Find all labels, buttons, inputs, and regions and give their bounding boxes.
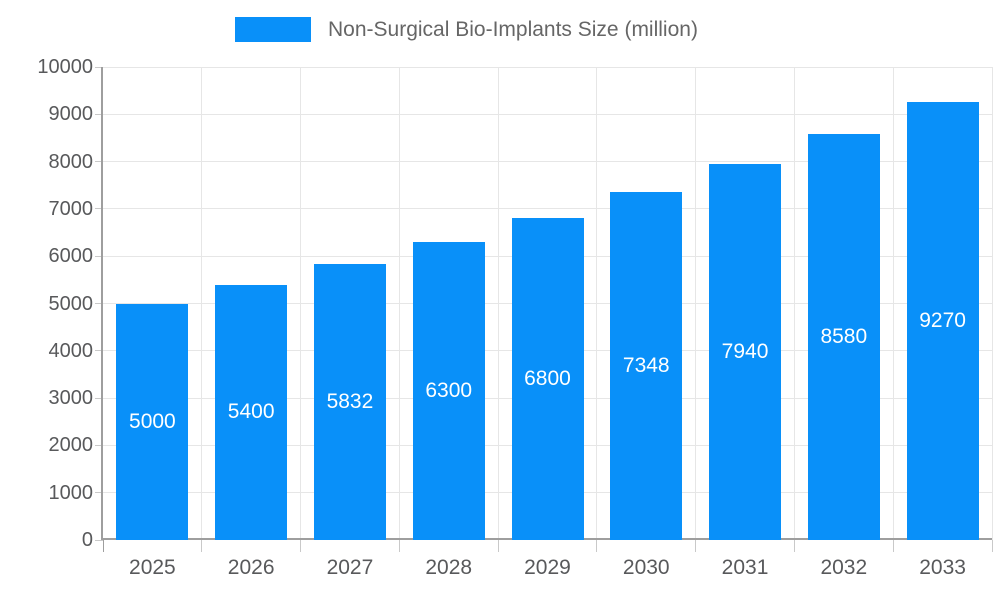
y-tick-label: 2000 <box>48 434 94 457</box>
bar[interactable] <box>511 218 584 540</box>
y-axis-line <box>101 67 103 540</box>
y-tick <box>95 161 103 163</box>
y-tick-label: 0 <box>81 529 93 551</box>
bar[interactable] <box>906 101 979 540</box>
x-tick-label: 2033 <box>919 556 966 579</box>
y-tick-label: 4000 <box>48 339 94 362</box>
x-tick-label: 2025 <box>129 556 176 579</box>
x-tick <box>991 540 993 552</box>
y-tick <box>95 539 103 541</box>
x-tick <box>201 540 203 552</box>
y-tick <box>95 444 103 446</box>
bar[interactable] <box>807 134 880 540</box>
y-tick-label: 8000 <box>48 150 94 173</box>
bar[interactable] <box>116 303 189 540</box>
x-tick <box>398 540 400 552</box>
y-tick-label: 3000 <box>48 387 94 410</box>
bar-value-label: 9270 <box>919 308 966 332</box>
x-tick-label: 2032 <box>820 556 868 579</box>
y-tick-label: 7000 <box>48 197 94 220</box>
bar[interactable] <box>709 164 782 540</box>
x-tick <box>892 540 894 552</box>
x-tick <box>596 540 598 552</box>
y-tick-label: 9000 <box>48 103 94 126</box>
v-gridline <box>991 67 993 540</box>
x-tick-label: 2029 <box>524 556 571 579</box>
bar-value-label: 7348 <box>622 354 670 378</box>
bar[interactable] <box>313 264 386 540</box>
v-gridline <box>892 67 894 540</box>
y-tick <box>95 350 103 352</box>
legend-item[interactable]: Non-Surgical Bio-Implants Size (million) <box>235 17 698 42</box>
bar-value-label: 8580 <box>820 325 868 349</box>
v-gridline <box>596 67 598 540</box>
v-gridline <box>398 67 400 540</box>
y-tick <box>95 255 103 257</box>
y-tick-label: 6000 <box>48 245 94 268</box>
bar[interactable] <box>610 192 683 540</box>
x-tick <box>695 540 697 552</box>
bar[interactable] <box>412 242 485 540</box>
v-gridline <box>300 67 302 540</box>
h-gridline <box>103 208 992 210</box>
h-gridline <box>103 161 992 163</box>
y-tick <box>95 397 103 399</box>
y-tick-label: 10000 <box>37 56 93 78</box>
x-tick-label: 2030 <box>622 556 670 579</box>
y-tick <box>95 208 103 210</box>
y-tick <box>95 113 103 115</box>
x-tick <box>497 540 499 552</box>
bar-value-label: 7940 <box>721 340 769 364</box>
bar-value-label: 5400 <box>227 400 275 424</box>
y-tick-label: 1000 <box>48 481 94 504</box>
x-tick-label: 2031 <box>721 556 769 579</box>
x-tick <box>300 540 302 552</box>
v-gridline <box>695 67 697 540</box>
bar-value-label: 6300 <box>425 379 473 402</box>
h-gridline <box>103 66 992 68</box>
v-gridline <box>793 67 795 540</box>
y-tick <box>95 303 103 304</box>
h-gridline <box>103 113 992 115</box>
x-tick-label: 2026 <box>227 556 275 579</box>
bar-value-label: 5832 <box>326 390 374 414</box>
bar-value-label: 6800 <box>524 367 571 391</box>
y-tick <box>95 66 103 68</box>
v-gridline <box>497 67 499 540</box>
bar-value-label: 5000 <box>129 409 176 433</box>
legend-color-swatch <box>235 17 311 42</box>
y-tick-label: 5000 <box>48 292 94 315</box>
v-gridline <box>201 67 203 540</box>
y-tick <box>95 492 103 494</box>
bar[interactable] <box>215 284 288 540</box>
legend-label: Non-Surgical Bio-Implants Size (million) <box>328 17 698 41</box>
x-tick-label: 2028 <box>425 556 473 579</box>
x-tick <box>102 540 104 552</box>
x-tick-label: 2027 <box>326 556 374 579</box>
x-tick <box>793 540 795 552</box>
